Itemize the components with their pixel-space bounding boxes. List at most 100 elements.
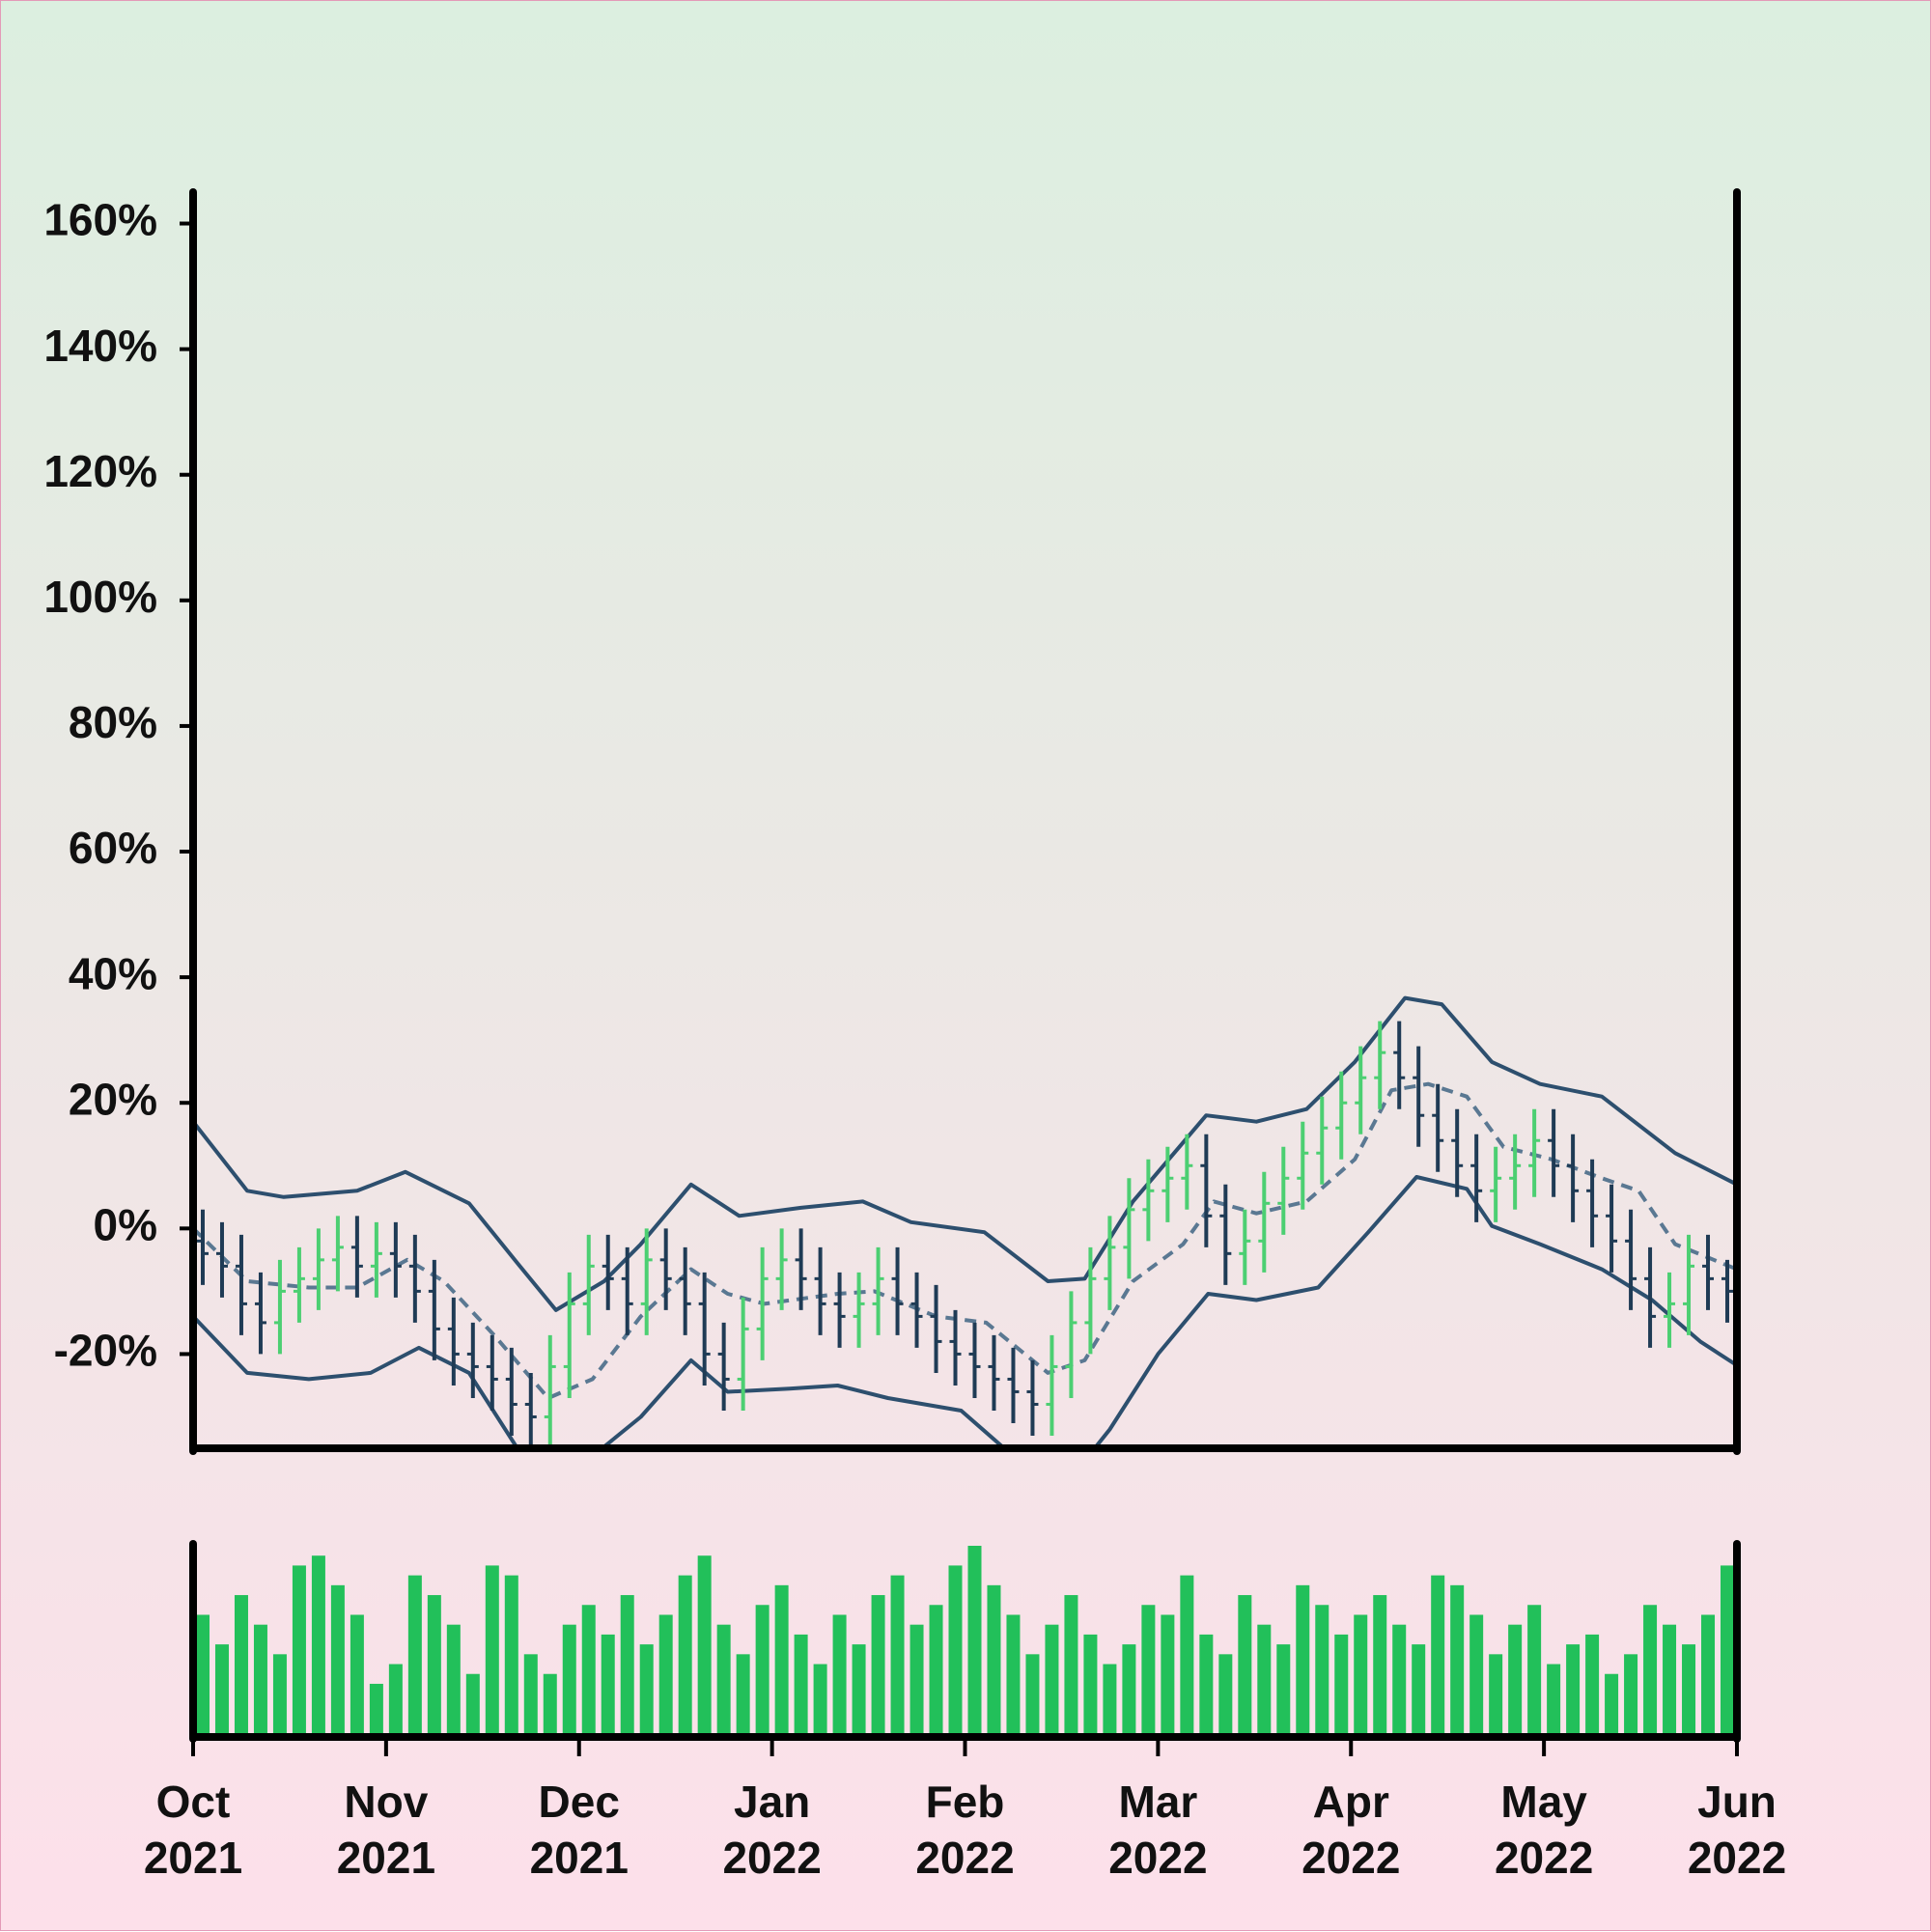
y-tick-label: 60% [69, 823, 157, 873]
volume-bar [369, 1683, 383, 1733]
volume-bar [910, 1624, 924, 1733]
volume-bar [1605, 1673, 1619, 1733]
volume-bar [1566, 1644, 1581, 1733]
volume-bar [350, 1614, 364, 1733]
volume-bar [1180, 1575, 1194, 1733]
volume-bar [292, 1565, 306, 1733]
volume-bar [330, 1584, 345, 1733]
volume-bar [948, 1565, 963, 1733]
volume-bar [1527, 1605, 1542, 1733]
volume-bar [639, 1644, 654, 1733]
volume-bar [1701, 1614, 1716, 1733]
volume-bar [1103, 1664, 1117, 1733]
volume-bar [1257, 1624, 1272, 1733]
volume-bar [543, 1673, 557, 1733]
volume-bar [1412, 1644, 1426, 1733]
volume-bar [427, 1595, 441, 1733]
volume-bar [1624, 1654, 1638, 1733]
y-tick-label: 0% [94, 1199, 157, 1249]
volume-bar [832, 1614, 847, 1733]
volume-bar [1199, 1634, 1214, 1733]
volume-bar [465, 1673, 480, 1733]
volume-bar [311, 1555, 325, 1733]
volume-bar [774, 1584, 789, 1733]
volume-bar [1161, 1614, 1175, 1733]
axes [189, 188, 1741, 1743]
volume-bar [736, 1654, 750, 1733]
volume-bar [1663, 1624, 1677, 1733]
y-tick-label: 40% [69, 948, 157, 998]
y-tick-label: 140% [43, 321, 157, 371]
price-plot [193, 995, 1737, 1448]
volume-bar [485, 1565, 499, 1733]
volume-bar [967, 1546, 982, 1733]
x-tick-label: Dec 2021 [529, 1777, 629, 1883]
x-tick-label: May 2022 [1494, 1777, 1594, 1883]
volume-bar [523, 1654, 538, 1733]
x-tick-label: Jun 2022 [1687, 1777, 1787, 1883]
volume-bar [1450, 1584, 1465, 1733]
volume-bar [562, 1624, 576, 1733]
volume-bar [195, 1614, 210, 1733]
volume-bar [1585, 1634, 1600, 1733]
volume-bar [1141, 1605, 1156, 1733]
volume-bar [1431, 1575, 1445, 1733]
volume-bar [1083, 1634, 1098, 1733]
volume-bar [1547, 1664, 1561, 1733]
volume-bar [1643, 1605, 1658, 1733]
volume-bar [214, 1644, 229, 1733]
volume-bar [755, 1605, 770, 1733]
volume-bar [1296, 1584, 1310, 1733]
volume-bar [388, 1664, 403, 1733]
volume-bar [1354, 1614, 1368, 1733]
volume-bar [1508, 1624, 1523, 1733]
x-tick-label: Feb 2022 [915, 1777, 1015, 1883]
volume-bar [1721, 1565, 1735, 1733]
volume-bar [813, 1664, 827, 1733]
y-tick-label: -20% [54, 1326, 157, 1376]
middle-band [193, 1081, 1737, 1400]
volume-bar [1276, 1644, 1291, 1733]
volume-bar [1218, 1654, 1233, 1733]
volume-bar [601, 1634, 615, 1733]
volume-plot [195, 1546, 1735, 1733]
volume-bar [658, 1614, 673, 1733]
volume-bar [504, 1575, 518, 1733]
y-tick-label: 80% [69, 697, 157, 747]
volume-bar [1489, 1654, 1503, 1733]
x-tick-label: Oct 2021 [143, 1777, 243, 1883]
volume-bar [1045, 1624, 1059, 1733]
volume-bar [1392, 1624, 1407, 1733]
volume-bar [446, 1624, 461, 1733]
volume-bar [1334, 1634, 1349, 1733]
volume-bar [716, 1624, 731, 1733]
volume-bar [929, 1605, 943, 1733]
y-tick-label: 120% [43, 446, 157, 496]
y-tick-label: 20% [69, 1074, 157, 1124]
volume-bar [1373, 1595, 1387, 1733]
volume-bar [1006, 1614, 1021, 1733]
x-tick-label: Jan 2022 [722, 1777, 822, 1883]
x-tick-label: Mar 2022 [1108, 1777, 1208, 1883]
volume-bar [890, 1575, 905, 1733]
volume-bar [1025, 1654, 1040, 1733]
volume-bar [852, 1644, 866, 1733]
volume-bar [1238, 1595, 1252, 1733]
volume-bar [407, 1575, 422, 1733]
x-tick-label: Apr 2022 [1301, 1777, 1401, 1883]
volume-bar [1315, 1605, 1329, 1733]
x-tick-label: Nov 2021 [336, 1777, 436, 1883]
volume-bar [1469, 1614, 1484, 1733]
volume-bar [697, 1555, 712, 1733]
volume-bar [581, 1605, 596, 1733]
volume-bar [272, 1654, 287, 1733]
volume-bar [1122, 1644, 1136, 1733]
y-tick-label: 100% [43, 572, 157, 622]
volume-bar [871, 1595, 885, 1733]
volume-bar [253, 1624, 267, 1733]
volume-bar [1064, 1595, 1078, 1733]
volume-bar [678, 1575, 692, 1733]
volume-bar [1682, 1644, 1696, 1733]
